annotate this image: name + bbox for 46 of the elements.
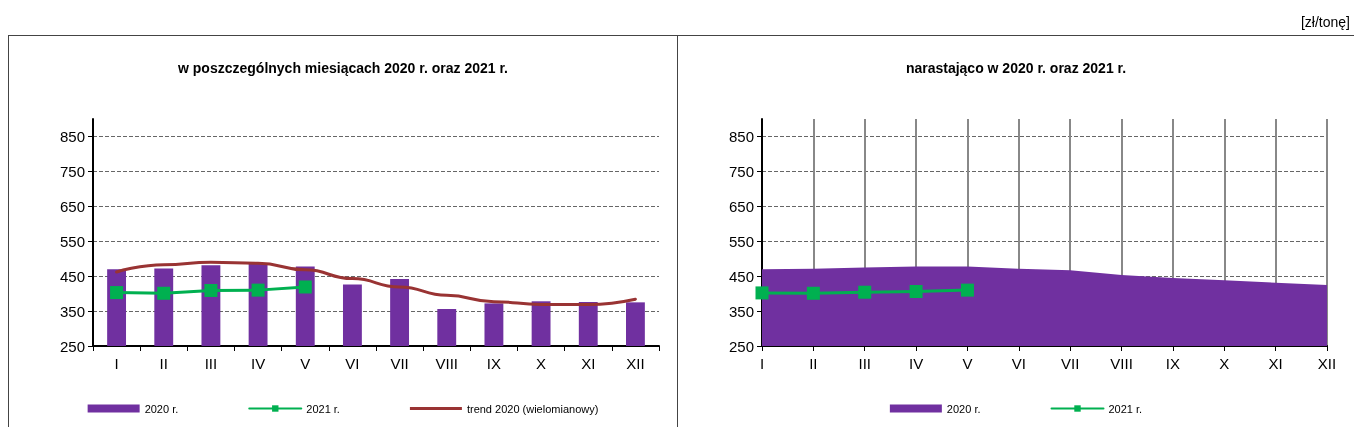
y-tick-label: 850: [59, 127, 85, 145]
y-tick-label: 250: [59, 337, 85, 355]
x-tick-label: XI: [1268, 355, 1283, 372]
x-tick-label: IV: [909, 355, 924, 372]
y-tick-label: 450: [728, 267, 754, 285]
x-tick-label: II: [809, 355, 818, 372]
x-tick-label: XII: [626, 355, 645, 372]
y-tick-label: 550: [728, 232, 754, 250]
x-tick-label: X: [536, 355, 547, 372]
x-tick-label: III: [858, 355, 871, 372]
x-tick-label: XII: [1317, 355, 1337, 372]
y-tick-label: 650: [728, 197, 754, 215]
y-tick-label: 750: [59, 162, 85, 180]
y-tick-label: 450: [59, 267, 85, 285]
x-tick-label: VII: [1061, 355, 1080, 372]
legend-label: 2021 r.: [1108, 402, 1143, 415]
x-tick-label: VIII: [435, 355, 459, 372]
chart-title: w poszczególnych miesiącach 2020 r. oraz 2021 r.: [177, 60, 508, 76]
x-tick-label: V: [300, 355, 311, 372]
x-tick-label: VI: [345, 355, 360, 372]
x-tick-label: VI: [1011, 355, 1026, 372]
x-tick-label: IX: [1165, 355, 1180, 372]
x-tick-label: IX: [486, 355, 502, 372]
x-tick-label: II: [159, 355, 168, 372]
x-tick-label: III: [204, 355, 218, 372]
y-tick-label: 350: [59, 302, 85, 320]
y-tick-label: 850: [728, 127, 754, 145]
x-tick-label: VII: [390, 355, 409, 372]
chart-title: narastająco w 2020 r. oraz 2021 r.: [905, 60, 1127, 76]
legend-label: 2020 r.: [946, 402, 981, 415]
x-tick-label: I: [114, 355, 119, 372]
x-tick-label: V: [962, 355, 973, 372]
x-tick-label: VIII: [1110, 355, 1133, 372]
y-tick-label: 750: [728, 162, 754, 180]
y-tick-label: 250: [728, 337, 754, 355]
y-tick-label: 550: [59, 232, 85, 250]
x-tick-label: X: [1219, 355, 1230, 372]
legend-label: 2021 r.: [306, 402, 340, 415]
x-tick-label: XI: [581, 355, 596, 372]
text: [zł/tonę]: [1300, 14, 1350, 30]
x-tick-label: IV: [250, 355, 266, 372]
legend-label: trend 2020 (wielomianowy): [466, 402, 599, 415]
y-tick-label: 650: [59, 197, 85, 215]
x-tick-label: I: [759, 355, 765, 372]
legend-label: 2020 r.: [144, 402, 179, 415]
y-tick-label: 350: [728, 302, 754, 320]
